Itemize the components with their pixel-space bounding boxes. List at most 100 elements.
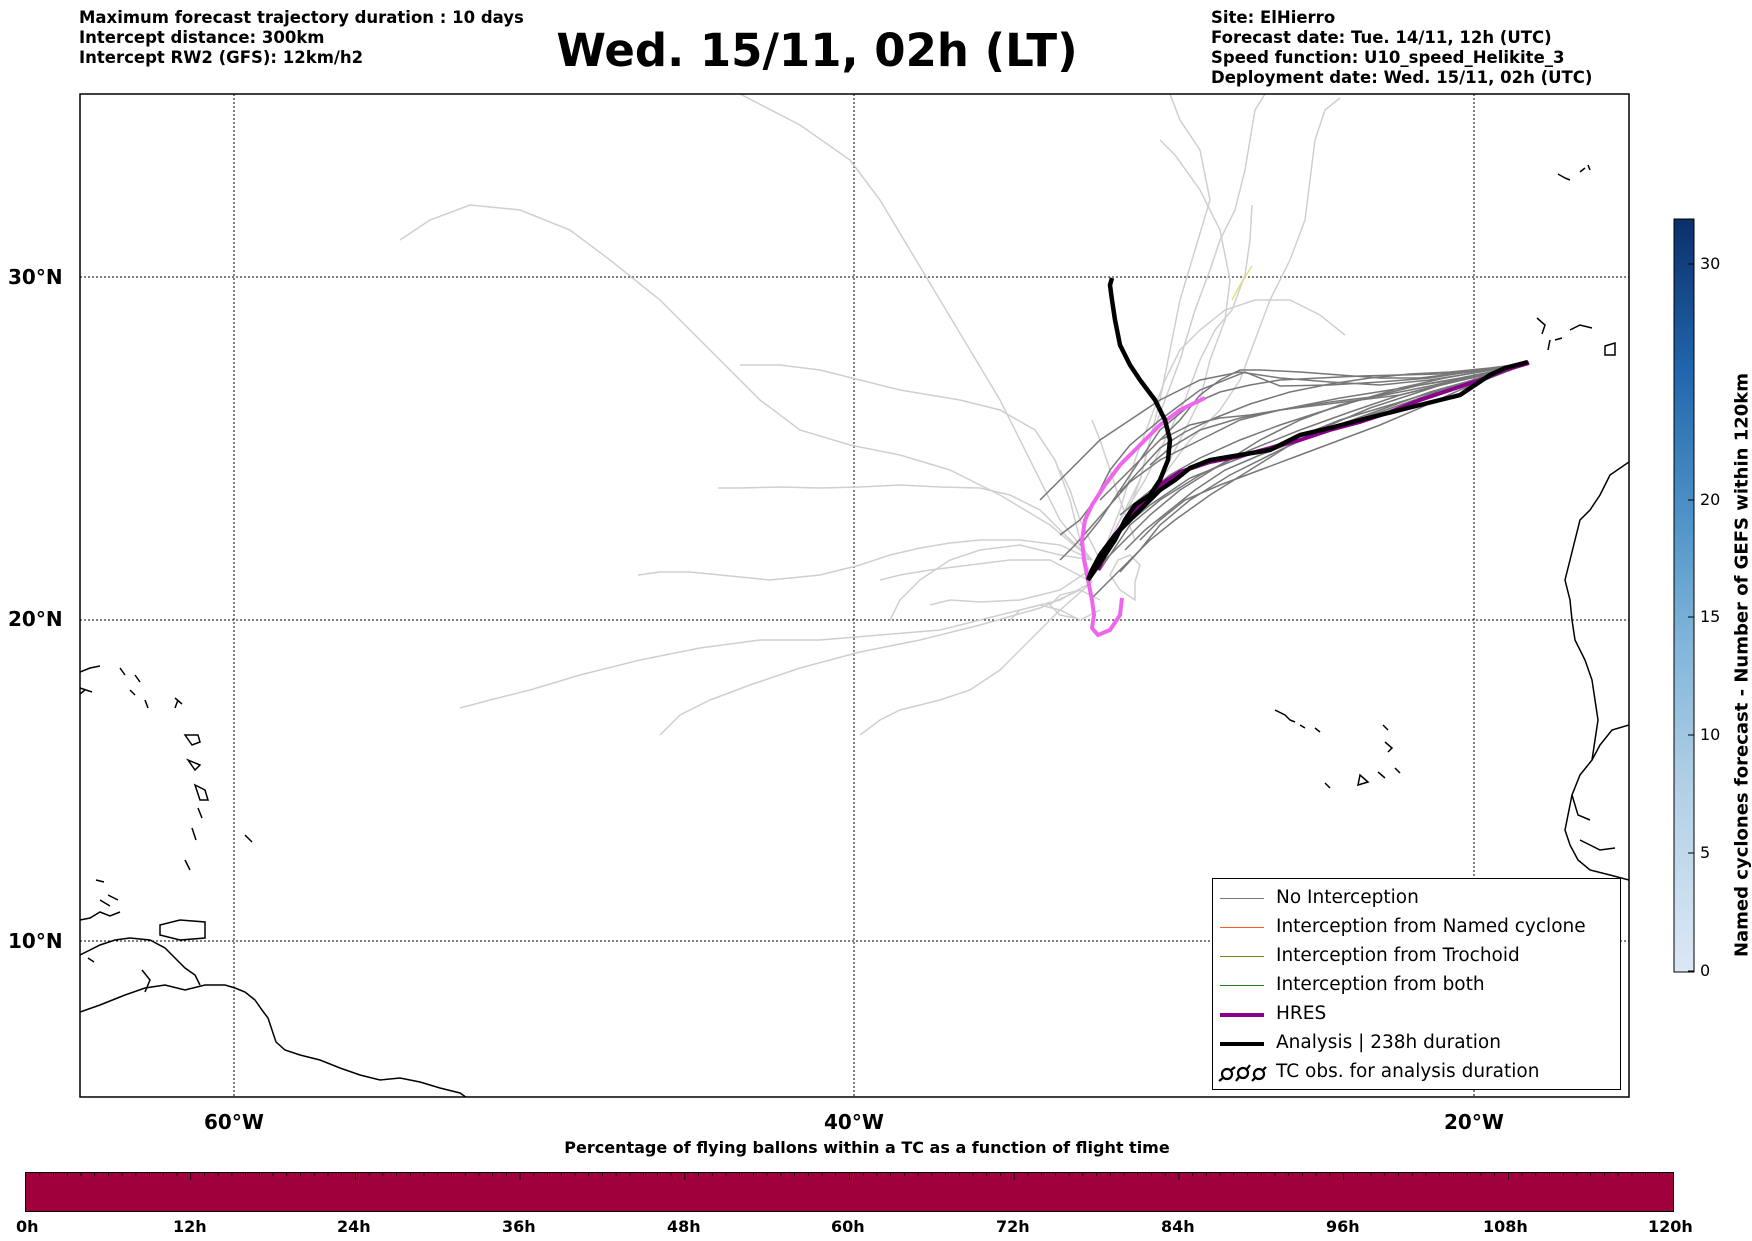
- gefs-trajectory: [399, 204, 1093, 561]
- bottom-bar-title: Percentage of flying ballons within a TC…: [564, 1138, 1170, 1157]
- legend-swatch: [1220, 1013, 1264, 1017]
- no-interception-trajectory: [1079, 362, 1530, 546]
- gefs-trajectory: [740, 364, 1093, 583]
- legend-swatch: [1220, 956, 1264, 957]
- trochoid-trace: [1231, 265, 1253, 301]
- time-label: 72h: [996, 1217, 1030, 1236]
- lesser-antilles: [119, 667, 253, 871]
- no-interception-trajectory: [1119, 362, 1530, 573]
- legend-item-tc-obs: TC obs. for analysis duration: [1213, 1061, 1618, 1085]
- lon-label-20w: 20°W: [1444, 1110, 1504, 1134]
- south-america-coast: [80, 984, 468, 1097]
- gefs-trajectory: [1099, 204, 1253, 561]
- gefs-trajectories: [399, 94, 1346, 736]
- legend-label: HRES: [1276, 1003, 1327, 1024]
- time-label: 24h: [337, 1217, 371, 1236]
- gefs-trajectory: [659, 589, 1081, 736]
- west-africa-detail: [1571, 724, 1629, 851]
- lat-label-10n: 10°N: [8, 929, 63, 953]
- no-interception-trajectory: [1059, 362, 1530, 561]
- gefs-trajectory: [1099, 299, 1346, 561]
- gefs-trajectory: [1104, 94, 1266, 561]
- canary-islands: [1536, 317, 1616, 356]
- lon-label-60w: 60°W: [204, 1110, 264, 1134]
- time-label: 48h: [667, 1217, 701, 1236]
- info-line: Speed function: U10_speed_Helikite_3: [1211, 48, 1565, 67]
- map-title: Wed. 15/11, 02h (LT): [556, 24, 1078, 77]
- trinidad-island: [159, 919, 206, 941]
- legend-item-both: Interception from both: [1213, 974, 1618, 998]
- gefs-trajectory: [889, 544, 1093, 621]
- legend-item-analysis: Analysis | 238h duration: [1213, 1032, 1618, 1056]
- gefs-trajectory: [1059, 469, 1101, 561]
- gefs-trajectory: [879, 559, 1093, 583]
- no-interception-trajectory: [1119, 362, 1530, 516]
- map-frame: [79, 93, 1630, 1098]
- legend: No Interception Interception from Named …: [1212, 878, 1621, 1090]
- colorbar-title: Named cyclones forecast - Number of GEFS…: [1731, 372, 1752, 958]
- forecast-info: Site: ElHierro Forecast date: Tue. 14/11…: [1211, 8, 1592, 88]
- trajectory-info: Maximum forecast trajectory duration : 1…: [79, 8, 524, 68]
- legend-label: No Interception: [1276, 887, 1419, 908]
- gefs-trajectory: [1048, 589, 1101, 619]
- info-line: Deployment date: Wed. 15/11, 02h (UTC): [1211, 68, 1593, 87]
- info-line: Intercept RW2 (GFS): 12km/h2: [79, 48, 364, 67]
- colorbar-gradient: [1673, 218, 1695, 973]
- colorbar-tick-label: 10: [1700, 725, 1721, 744]
- info-line: Site: ElHierro: [1211, 8, 1336, 27]
- gefs-trajectory: [459, 581, 1093, 709]
- legend-label: Interception from Named cyclone: [1276, 916, 1586, 937]
- no-interception-trajectory: [1039, 362, 1530, 501]
- no-interception-trajectory: [1159, 362, 1530, 441]
- gridlines: [80, 94, 1629, 1097]
- time-label: 120h: [1648, 1217, 1693, 1236]
- highlight-trajectory: [1079, 396, 1206, 638]
- legend-item-named-cyclone: Interception from Named cyclone: [1213, 916, 1618, 940]
- caribbean-islands: [80, 689, 151, 993]
- info-line: Maximum forecast trajectory duration : 1…: [79, 8, 524, 27]
- lat-label-20n: 20°N: [8, 607, 63, 631]
- no-interception-trajectory: [1119, 362, 1530, 493]
- colorbar-tick-label: 30: [1700, 254, 1721, 273]
- legend-swatch: [1220, 898, 1264, 899]
- coastlines: [80, 164, 1629, 1097]
- west-africa-coast: [1564, 461, 1629, 881]
- time-label: 12h: [173, 1217, 207, 1236]
- gefs-trajectory: [1109, 554, 1141, 602]
- gefs-trajectory: [1099, 94, 1211, 561]
- bottom-bar-title-wrapper: Percentage of flying ballons within a TC…: [0, 1138, 1752, 1157]
- legend-label: TC obs. for analysis duration: [1276, 1061, 1540, 1082]
- cape-verde-islands: [1274, 709, 1401, 789]
- colorbar-tick-label: 0: [1700, 961, 1711, 980]
- flight-time-bar: [25, 1172, 1674, 1212]
- time-label: 0h: [16, 1217, 39, 1236]
- colorbar-tick-label: 15: [1700, 607, 1721, 626]
- legend-label: Interception from both: [1276, 974, 1485, 995]
- legend-swatch: [1220, 927, 1264, 928]
- legend-swatch: [1220, 985, 1264, 986]
- flight-time-bar-fill: [26, 1173, 1673, 1211]
- analysis-trajectory: [1085, 277, 1529, 582]
- legend-label: Analysis | 238h duration: [1276, 1032, 1501, 1053]
- legend-label: Interception from Trochoid: [1276, 945, 1520, 966]
- legend-item-trochoid: Interception from Trochoid: [1213, 945, 1618, 969]
- gefs-trajectory: [637, 539, 1093, 581]
- time-label: 36h: [502, 1217, 536, 1236]
- gefs-trajectory: [718, 484, 1093, 561]
- madeira-islands: [1557, 164, 1591, 181]
- legend-item-no-interception: No Interception: [1213, 887, 1618, 911]
- info-line: Forecast date: Tue. 14/11, 12h (UTC): [1211, 28, 1552, 47]
- gefs-trajectory: [1009, 604, 1101, 621]
- colorbar-tick-label: 5: [1700, 843, 1711, 862]
- colorbar-tick-label: 20: [1700, 490, 1721, 509]
- tc-symbols-icon: [1218, 1064, 1267, 1082]
- gefs-trajectory: [739, 94, 1093, 561]
- legend-item-hres: HRES: [1213, 1003, 1618, 1027]
- time-label: 108h: [1483, 1217, 1528, 1236]
- gefs-trajectory: [859, 581, 1093, 736]
- time-label: 60h: [831, 1217, 865, 1236]
- lat-label-30n: 30°N: [8, 265, 63, 289]
- lon-label-40w: 40°W: [824, 1110, 884, 1134]
- no-interception-trajectory: [1139, 362, 1530, 541]
